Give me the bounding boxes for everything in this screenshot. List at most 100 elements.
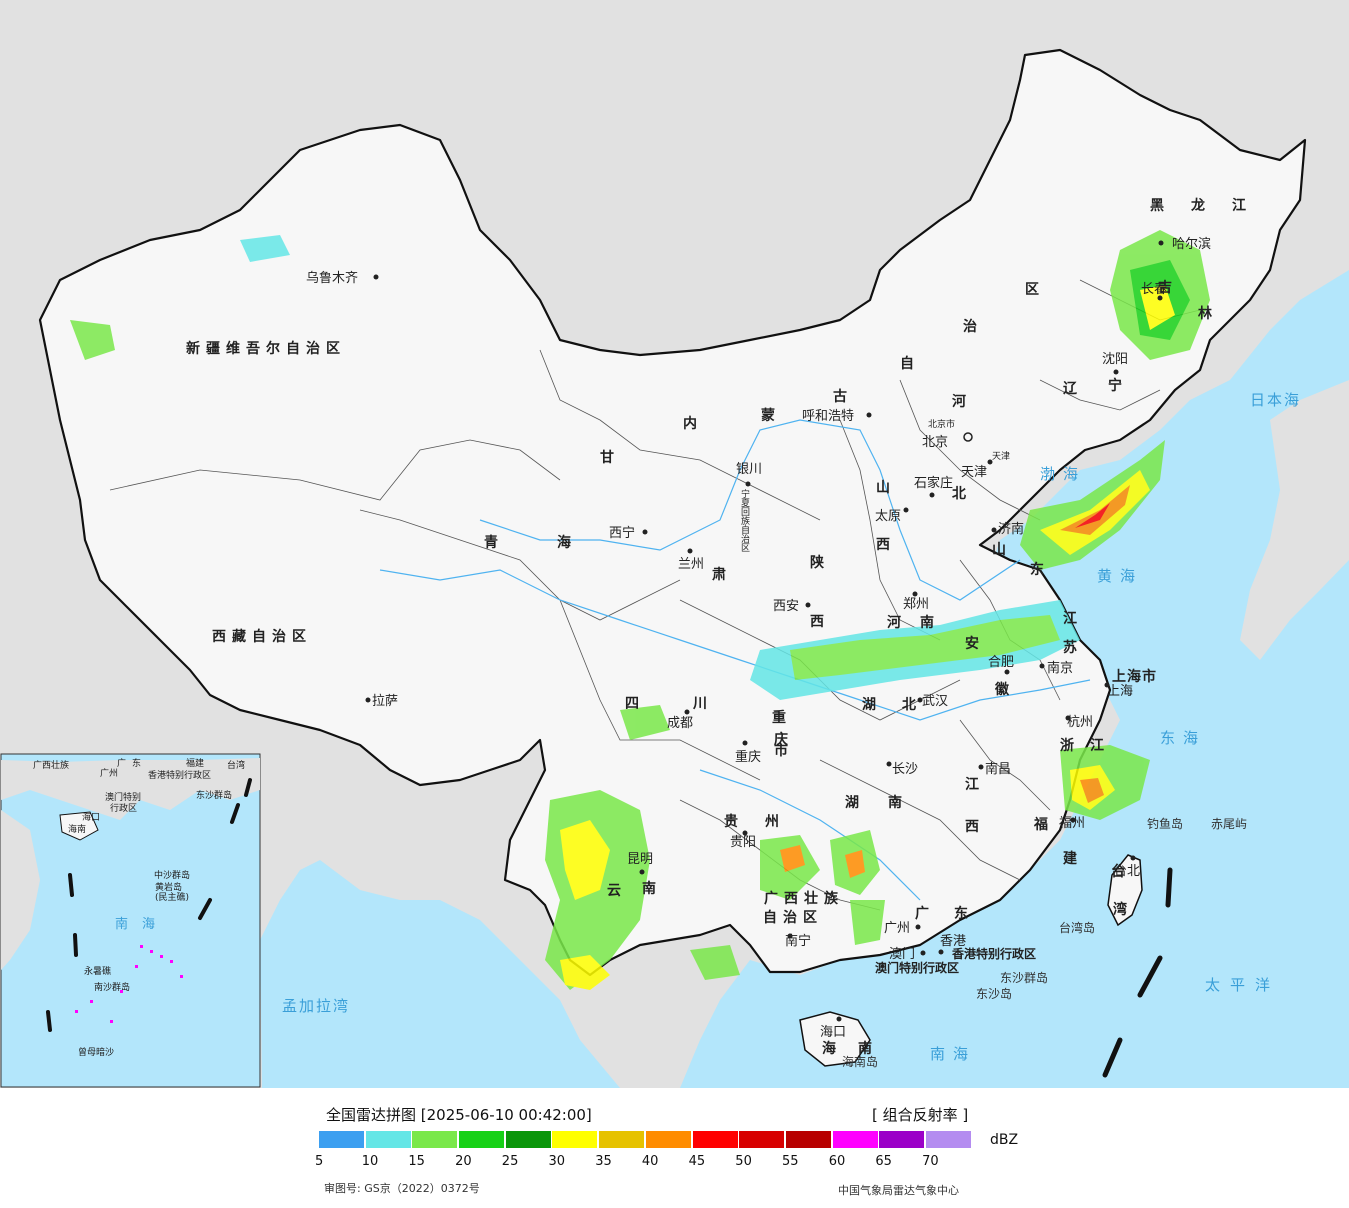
legend-tick-label: 35	[595, 1154, 612, 1169]
label-meng: 蒙	[761, 407, 781, 424]
legend-swatch	[692, 1131, 738, 1148]
legend-swatch	[645, 1131, 691, 1148]
city-beijing: 北京	[922, 435, 948, 450]
city-harbin: 哈尔滨	[1172, 236, 1211, 252]
hainan-land	[799, 1011, 871, 1067]
label-japan-sea: 日本海	[1250, 391, 1301, 409]
city-guangzhou: 广州	[884, 921, 910, 936]
radar-echoes	[70, 230, 1210, 990]
label-shan-shanxi: 山	[876, 480, 896, 496]
boundary-dashes	[1102, 867, 1173, 1078]
label-chuan: 川	[692, 696, 713, 712]
city-markers	[365, 240, 1164, 1022]
legend-swatch	[925, 1131, 971, 1148]
japan-land	[1240, 380, 1349, 660]
island-labels: 钓鱼岛 赤尾屿 台湾岛 东沙群岛 东沙岛 海南岛	[842, 816, 1247, 1069]
rivers	[379, 419, 1091, 901]
label-su-js: 苏	[1063, 639, 1083, 656]
label-nei: 内	[683, 415, 703, 432]
city-shenyang: 沈阳	[1102, 352, 1128, 367]
label-fu: 福	[1033, 816, 1054, 833]
city-yinchuan: 银川	[736, 462, 762, 477]
legend-tick-label: 20	[455, 1154, 472, 1169]
legend-tick-label: 55	[782, 1154, 799, 1169]
inset-label-nanhai: 南海	[115, 916, 169, 932]
label-jian: 建	[1063, 850, 1083, 867]
label-shan-shaanxi: 陕	[810, 554, 830, 571]
label-nan-yunnan: 南	[642, 880, 662, 897]
label-diaoyu: 钓鱼岛	[1147, 816, 1183, 831]
label-hai-hainan: 海	[822, 1040, 842, 1057]
inset-label-haikou: 海口	[82, 811, 100, 823]
city-fuzhou: 福州	[1059, 816, 1085, 831]
label-macau-sar: 澳门特别行政区	[875, 960, 959, 975]
inset-label-dongsha: 东沙群岛	[196, 789, 232, 801]
label-donghai: 东海	[1160, 729, 1206, 747]
label-ningxia: 宁夏回族自治区	[739, 488, 750, 552]
label-xinjiang: 新疆维吾尔自治区	[186, 340, 346, 357]
inset-label-hk-sar: 香港特别行政区	[148, 769, 211, 781]
label-su: 肃	[712, 566, 732, 583]
city-beijing-shi: 北京市	[928, 418, 955, 430]
city-wuhan: 武汉	[922, 694, 948, 709]
city-taiyuan: 太原	[875, 509, 901, 524]
legend-swatch	[552, 1131, 598, 1148]
province-labels: 新疆维吾尔自治区 西藏自治区 青 海 甘 肃 内 蒙 古 自 治 区 黑 龙 江…	[186, 197, 1246, 1057]
legend-panel: 全国雷达拼图 [2025-06-10 00:42:00] [ 组合反射率 ] d…	[0, 1088, 1349, 1208]
label-taiwan-island: 台湾岛	[1059, 920, 1095, 935]
label-hai: 海	[557, 534, 577, 551]
label-jiang-jx: 江	[965, 776, 985, 793]
legend-tick-label: 10	[361, 1154, 379, 1169]
legend-swatch	[319, 1131, 364, 1148]
label-gu: 古	[833, 388, 853, 405]
label-hu-hubei: 湖	[862, 697, 882, 713]
label-nan-henan: 南	[920, 614, 940, 631]
legend-tick-label: 65	[875, 1154, 892, 1169]
label-ning: 宁	[1108, 377, 1128, 394]
inset-label-nansha: 南沙群岛	[94, 981, 130, 993]
label-qu: 区	[1025, 282, 1045, 298]
label-bohai: 渤海	[1040, 465, 1086, 483]
city-labels: 乌鲁木齐 拉萨 西宁 兰州 银川 呼和浩特 北京 北京市 天津 天津 石家庄 太…	[306, 236, 1211, 1040]
legend-tick-label: 15	[408, 1154, 425, 1169]
china-land	[38, 48, 1307, 977]
label-guang: 广	[915, 905, 935, 922]
city-tianjin-shi: 天津	[992, 451, 1010, 462]
city-hefei: 合肥	[988, 655, 1014, 670]
legend-swatch	[879, 1131, 925, 1148]
city-guiyang: 贵阳	[730, 835, 756, 850]
legend-swatch	[832, 1131, 878, 1148]
label-nan-hunan: 南	[888, 794, 908, 811]
city-shijiazhuang: 石家庄	[914, 475, 953, 491]
special-region-labels: 香港特别行政区 澳门特别行政区	[875, 946, 1036, 975]
label-zi: 自	[900, 355, 920, 372]
city-macau: 澳门	[889, 946, 915, 962]
inset-label-zengmu: 曾母暗沙	[78, 1046, 114, 1058]
label-qing: 青	[484, 534, 504, 551]
inset-label-taiwan: 台湾	[227, 759, 245, 771]
label-lin: 林	[1198, 305, 1218, 322]
inset-label-macau-2: 行政区	[110, 802, 137, 814]
taiwan-land	[1107, 854, 1143, 927]
legend-tick-label: 5	[315, 1154, 324, 1169]
label-xi-jx: 西	[965, 819, 985, 835]
label-nan-hainan: 南	[858, 1040, 878, 1057]
label-yun: 云	[607, 883, 627, 899]
legend-swatch	[365, 1131, 411, 1148]
city-hongkong: 香港	[940, 934, 966, 949]
label-jiang-js: 江	[1063, 610, 1083, 627]
inset-label-guangzhou: 广州	[100, 767, 118, 779]
city-urumqi: 乌鲁木齐	[306, 270, 358, 286]
legend-tick-label: 40	[641, 1154, 659, 1169]
inset-map: 广西壮族 广东 福建 台湾 广州 香港特别行政区 东沙群岛 澳门特别 行政区 海…	[0, 753, 261, 1088]
label-shan-sd: 山	[992, 542, 1012, 558]
label-bei-hubei: 北	[902, 697, 922, 713]
label-hu-hunan: 湖	[845, 795, 865, 811]
city-xian: 西安	[773, 599, 799, 614]
city-lhasa: 拉萨	[372, 694, 398, 709]
inset-label-macau-1: 澳门特别	[105, 791, 141, 803]
label-dongsha-qundao: 东沙群岛	[1000, 970, 1048, 985]
label-he-henan: 河	[887, 614, 907, 631]
city-chongqing: 重庆	[735, 749, 761, 765]
city-nanjing: 南京	[1047, 660, 1073, 676]
